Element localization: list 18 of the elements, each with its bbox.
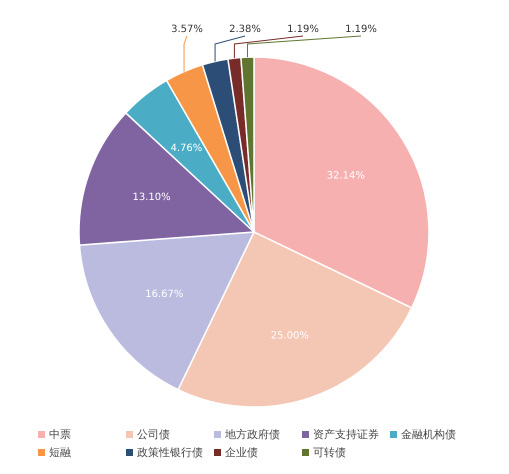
legend-label: 企业债	[225, 446, 258, 459]
data-label: 25.00%	[270, 330, 309, 342]
data-label: 32.14%	[326, 170, 365, 182]
data-label: 1.19%	[287, 24, 319, 35]
data-label: 16.67%	[145, 289, 184, 300]
legend-label: 中票	[49, 428, 71, 441]
data-label: 4.76%	[170, 143, 202, 154]
data-label: 3.57%	[171, 24, 203, 35]
data-label: 1.19%	[345, 24, 377, 35]
legend-label: 可转债	[313, 446, 346, 459]
legend-label: 金融机构债	[401, 428, 456, 441]
legend-label: 公司债	[137, 428, 170, 441]
legend-label: 资产支持证券	[313, 428, 379, 441]
data-label: 13.10%	[132, 192, 171, 204]
data-label: 2.38%	[229, 24, 261, 35]
legend-label: 政策性银行债	[137, 446, 203, 459]
legend-label: 地方政府债	[224, 428, 280, 441]
legend-label: 短融	[49, 446, 71, 459]
